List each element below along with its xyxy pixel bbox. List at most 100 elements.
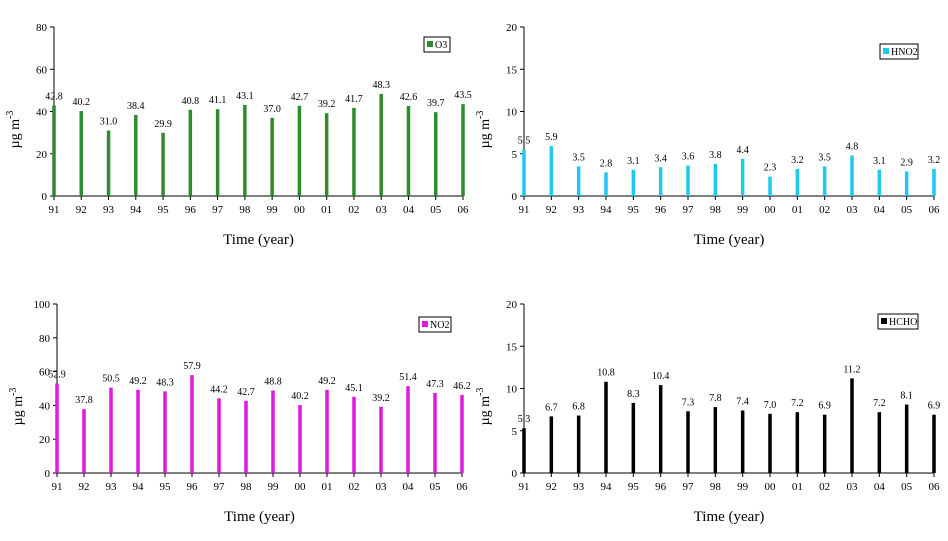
y-axis-title-main: µg m (478, 396, 493, 426)
bar (406, 386, 410, 473)
x-tick-label: 06 (929, 204, 941, 216)
bar (850, 155, 854, 196)
bar (822, 414, 827, 473)
bar (768, 176, 772, 196)
y-tick-label: 5 (512, 149, 518, 161)
data-label: 40.2 (73, 97, 91, 108)
bar (686, 411, 690, 473)
x-tick-label: 93 (573, 481, 585, 493)
data-label: 3.6 (682, 152, 695, 163)
data-label: 31.0 (100, 117, 118, 128)
x-tick-label: 92 (79, 481, 90, 493)
x-tick-label: 06 (458, 204, 470, 216)
y-axis-title-superscript: -3 (475, 111, 486, 119)
data-label: 3.8 (709, 150, 722, 161)
legend-swatch (422, 321, 428, 327)
x-tick-label: 97 (212, 204, 224, 216)
legend-swatch (427, 41, 433, 47)
bar (604, 381, 608, 473)
data-label: 43.1 (236, 91, 254, 102)
bar (433, 393, 437, 473)
chart-panel-o3: 0204060809142.89240.29331.09438.49529.99… (5, 22, 472, 248)
data-label: 37.8 (75, 395, 93, 406)
data-label: 6.9 (928, 401, 941, 412)
bar (576, 415, 581, 473)
data-label: 3.1 (873, 156, 886, 167)
data-label: 5.3 (518, 414, 531, 425)
y-tick-label: 40 (36, 107, 48, 119)
bar (106, 130, 111, 196)
x-tick-label: 94 (601, 481, 613, 493)
data-label: 57.9 (183, 361, 201, 372)
bar (271, 390, 275, 473)
data-label: 6.8 (572, 402, 585, 413)
y-tick-label: 20 (506, 299, 518, 311)
data-label: 7.2 (873, 398, 886, 409)
data-label: 38.4 (127, 101, 145, 112)
y-axis-title-superscript: -3 (8, 388, 19, 396)
bar (270, 117, 274, 196)
x-tick-label: 99 (737, 481, 749, 493)
y-tick-label: 40 (39, 400, 51, 412)
x-tick-label: 03 (847, 481, 859, 493)
data-label: 6.9 (818, 401, 831, 412)
x-axis-title: Time (year) (694, 232, 765, 248)
x-tick-label: 92 (546, 204, 557, 216)
data-label: 5.5 (518, 136, 531, 147)
y-tick-label: 5 (512, 426, 518, 438)
legend: NO2 (418, 316, 452, 333)
x-tick-label: 93 (103, 204, 115, 216)
x-tick-label: 03 (376, 204, 388, 216)
x-tick-label: 03 (847, 204, 859, 216)
bar (658, 167, 663, 196)
bar (713, 163, 718, 196)
legend-label: O3 (435, 40, 447, 51)
x-tick-label: 96 (655, 481, 667, 493)
data-label: 46.2 (453, 381, 471, 392)
x-tick-label: 91 (49, 204, 60, 216)
legend-label: NO2 (430, 320, 449, 331)
data-label: 7.0 (764, 400, 777, 411)
data-label: 39.2 (372, 393, 390, 404)
data-label: 41.7 (345, 94, 363, 105)
bar (352, 107, 356, 196)
bar (576, 166, 581, 196)
data-label: 48.3 (156, 377, 174, 388)
chart-panel-hno2: 05101520915.5925.9933.5942.8953.1963.497… (475, 22, 940, 248)
bar (109, 387, 113, 473)
bar (850, 378, 854, 473)
bar (79, 111, 84, 196)
data-label: 3.5 (818, 152, 831, 163)
x-tick-label: 05 (430, 481, 442, 493)
x-tick-label: 95 (158, 204, 170, 216)
x-tick-label: 04 (403, 481, 415, 493)
data-label: 44.2 (210, 384, 228, 395)
bar (604, 172, 608, 196)
legend: O3 (423, 36, 451, 53)
x-tick-label: 01 (792, 481, 803, 493)
data-label: 3.2 (928, 155, 941, 166)
data-label: 42.7 (237, 387, 255, 398)
x-tick-label: 98 (710, 204, 722, 216)
bar (82, 409, 86, 473)
y-axis-title-main: µg m (478, 119, 493, 149)
bar (877, 412, 882, 473)
data-label: 39.7 (427, 98, 445, 109)
y-tick-label: 80 (39, 333, 51, 345)
y-axis-title: µg m-3 (5, 111, 23, 149)
bar (161, 132, 165, 196)
x-tick-label: 00 (765, 481, 777, 493)
x-tick-label: 01 (322, 481, 333, 493)
y-tick-label: 15 (506, 341, 518, 353)
x-axis-title: Time (year) (224, 509, 295, 525)
data-label: 37.0 (263, 104, 281, 115)
legend-box (418, 316, 452, 333)
y-axis-title-main: µg m (11, 396, 26, 426)
x-tick-label: 96 (655, 204, 667, 216)
bar (298, 405, 302, 473)
data-label: 29.9 (154, 119, 172, 130)
y-tick-label: 80 (36, 22, 48, 34)
bar (136, 389, 140, 473)
bar (904, 171, 909, 196)
x-tick-label: 04 (403, 204, 415, 216)
